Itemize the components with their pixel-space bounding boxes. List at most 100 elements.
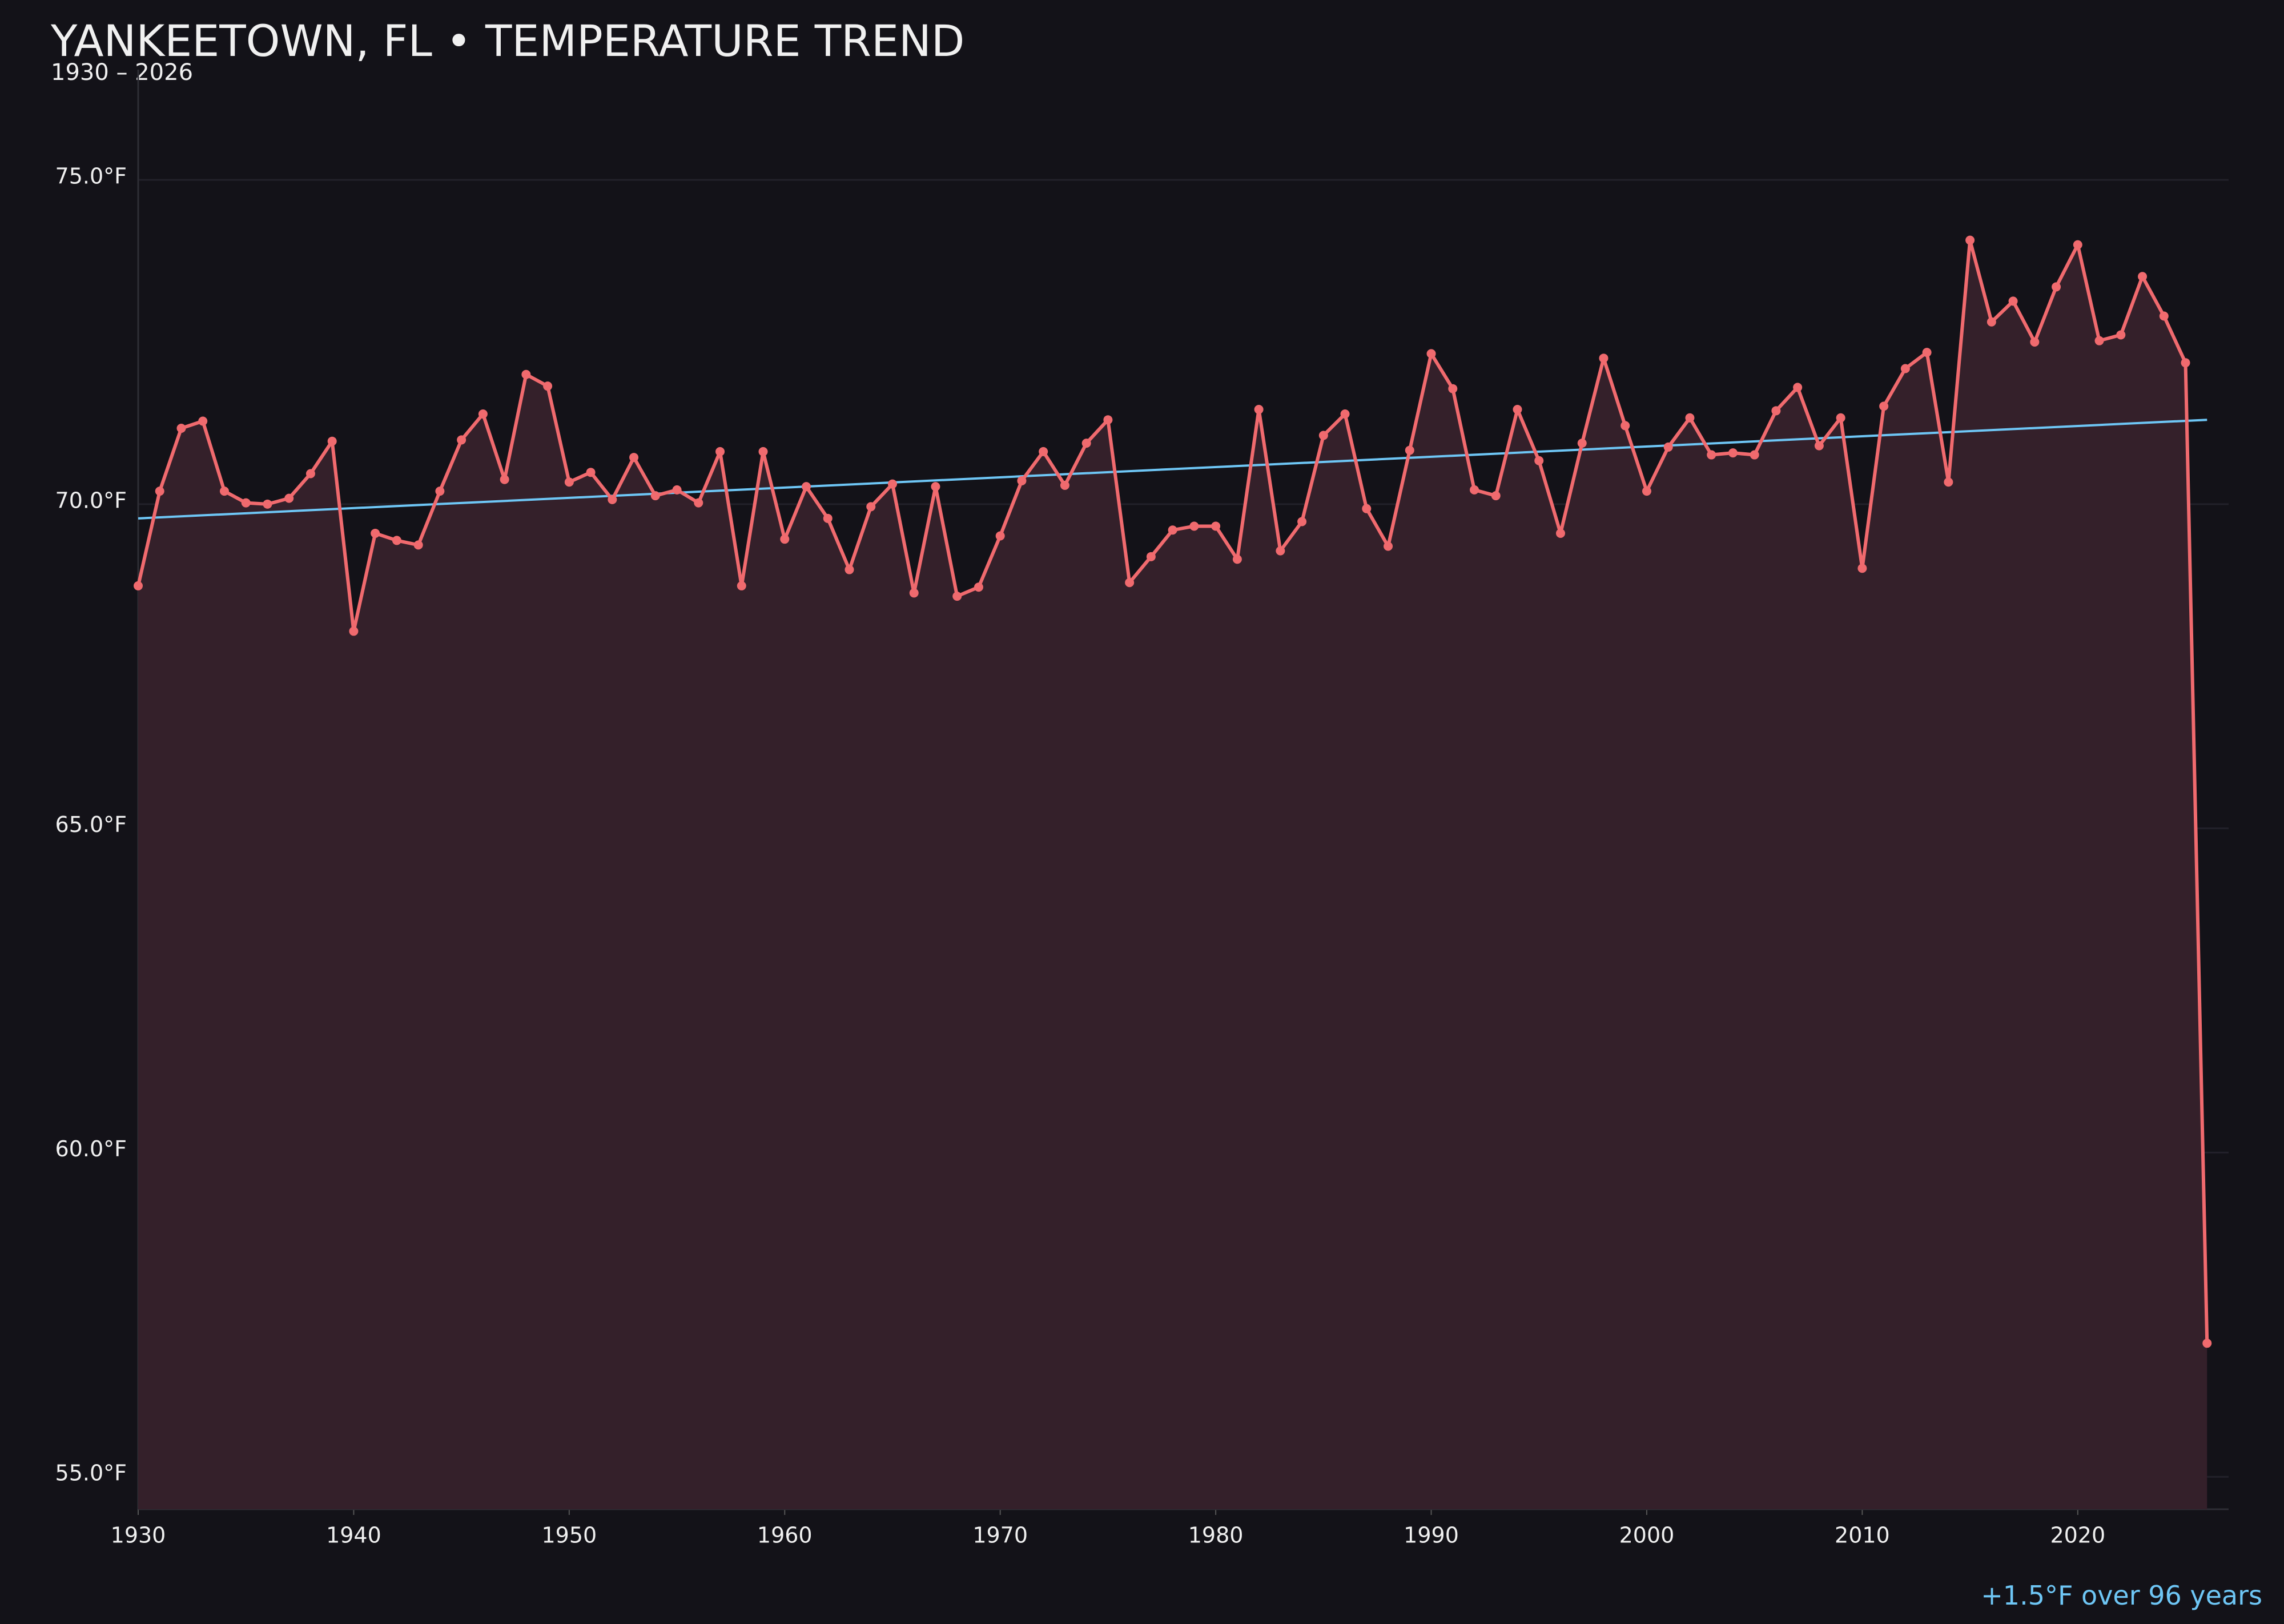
point [1405,445,1414,455]
point [650,491,660,501]
point [1384,541,1393,551]
point [327,436,337,446]
point [974,582,983,592]
point [1642,487,1651,496]
point [629,453,639,463]
point [802,482,811,492]
point [305,469,315,479]
point [1039,447,1048,456]
point [1125,578,1135,588]
point [241,498,251,508]
point [672,485,682,495]
point [1599,353,1609,363]
point [263,499,272,509]
point [887,479,897,489]
point [1793,383,1803,392]
point [2008,296,2018,306]
point [1620,421,1630,431]
point [586,468,596,477]
point [1728,448,1738,458]
point [1276,546,1285,556]
y-tick-label: 55.0°F [55,1461,127,1486]
point [1103,415,1113,425]
point [1965,235,1975,245]
point [457,435,467,445]
x-tick-label: 1950 [541,1523,597,1548]
point [1254,405,1264,415]
point [1513,405,1522,415]
point [2094,336,2104,345]
point [845,565,854,574]
point [1814,441,1824,451]
x-tick-label: 1930 [111,1523,166,1548]
point [1017,476,1027,485]
point [1232,554,1242,564]
point [1491,491,1501,501]
point [134,581,143,590]
point [1060,480,1069,490]
point [1470,485,1479,495]
y-tick-label: 60.0°F [55,1136,127,1161]
point [2030,337,2040,347]
point [995,531,1005,541]
point [1146,552,1156,561]
point [564,477,574,487]
point [2159,311,2169,321]
point [1555,528,1565,538]
point [1663,442,1673,452]
x-tick-label: 1980 [1188,1523,1244,1548]
point [909,588,919,598]
y-tick-label: 65.0°F [55,812,127,837]
point [1836,413,1845,423]
point [1944,477,1953,487]
x-tick-label: 2000 [1619,1523,1675,1548]
point [1685,413,1695,423]
point [1340,409,1350,419]
chart-subtitle: 1930 – 2026 [51,59,193,86]
point [1318,431,1328,440]
point [521,369,531,379]
point [1426,349,1436,359]
point [371,528,380,538]
point [155,487,164,496]
x-tick-label: 1960 [757,1523,813,1548]
point [823,513,833,523]
point [931,482,940,492]
point [1987,317,1996,327]
point [1189,521,1199,531]
chart-title: YANKEETOWN, FL • TEMPERATURE TREND [50,15,964,66]
point [1168,525,1177,535]
point [2138,272,2148,282]
point [1879,401,1889,411]
point [780,534,790,544]
point [2181,358,2190,368]
point [866,502,876,512]
point [1448,384,1458,393]
point [176,423,186,433]
point [1922,348,1932,357]
x-tick-label: 1970 [972,1523,1028,1548]
point [1577,439,1587,448]
point [758,447,768,456]
point [500,475,509,484]
point [1534,456,1544,465]
point [1900,364,1910,373]
point [543,381,553,391]
point [478,409,488,419]
point [2052,282,2061,292]
point [435,487,445,496]
point [1750,450,1759,460]
point [2202,1338,2212,1348]
point [694,498,703,508]
point [219,487,229,496]
y-tick-label: 75.0°F [55,164,127,189]
x-tick-label: 1940 [326,1523,381,1548]
point [952,592,962,601]
point [349,626,359,636]
point [1857,564,1867,573]
point [1297,517,1307,526]
point [1211,521,1221,531]
annotation: +1.5°F over 96 years [1981,1580,2262,1611]
x-tick-label: 2020 [2050,1523,2105,1548]
point [392,536,401,545]
